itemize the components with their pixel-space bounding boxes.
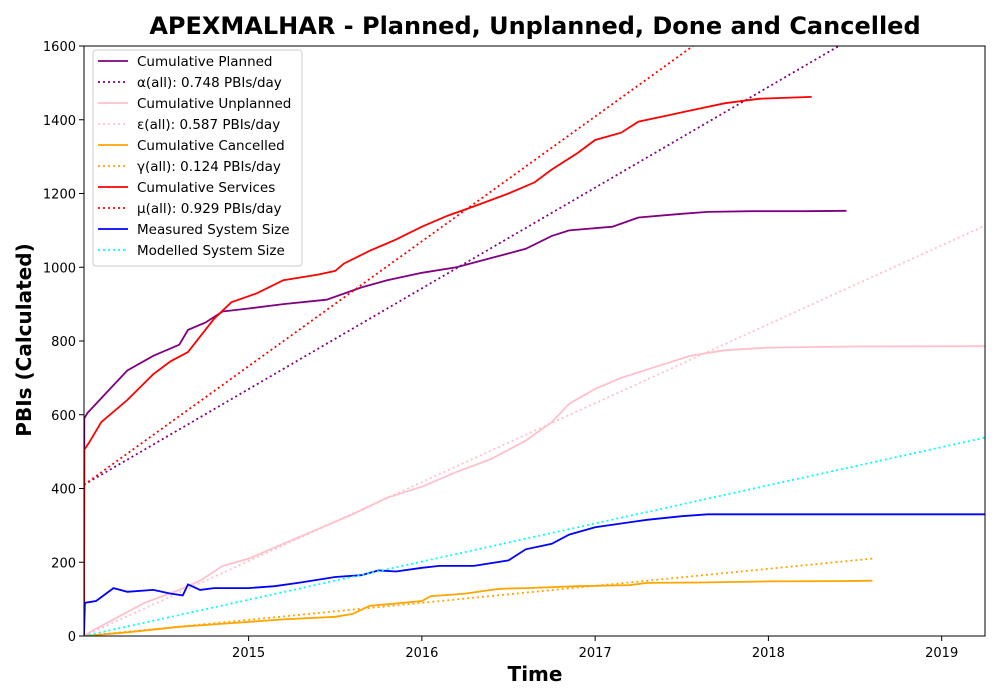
y-tick-label: 400 <box>51 483 76 498</box>
series-line-5 <box>84 579 873 636</box>
series-line-6 <box>84 557 873 636</box>
y-tick-label: 1600 <box>43 40 76 55</box>
x-axis-label: Time <box>508 662 563 686</box>
chart-title: APEXMALHAR - Planned, Unplanned, Done an… <box>149 12 920 40</box>
legend-entry: Cumulative Unplanned <box>137 96 291 112</box>
legend-entry: Cumulative Services <box>137 180 275 196</box>
series-layer <box>84 46 985 636</box>
y-tick-label: 0 <box>68 630 76 645</box>
legend-entry: Cumulative Planned <box>137 54 273 70</box>
series-line-3 <box>84 345 985 636</box>
x-tick-label: 2018 <box>752 646 785 661</box>
legend-entry: Modelled System Size <box>137 243 285 259</box>
series-line-4 <box>84 224 985 636</box>
series-line-2 <box>84 46 841 486</box>
legend-entry: Measured System Size <box>137 222 290 238</box>
y-tick-label: 200 <box>51 556 76 571</box>
legend-entry: α(all): 0.748 PBIs/day <box>137 75 282 91</box>
y-tick-label: 1400 <box>43 114 76 129</box>
legend: Cumulative Planned α(all): 0.748 PBIs/day… <box>92 49 303 267</box>
y-tick-label: 800 <box>51 335 76 350</box>
y-tick-label: 600 <box>51 409 76 424</box>
ticks-layer: 2015 2016 2017 2018 2019 0 200 400 600 800 1000 120… <box>43 40 958 661</box>
legend-entry: ε(all): 0.587 PBIs/day <box>137 117 280 133</box>
x-tick-label: 2017 <box>579 646 612 661</box>
y-tick-label: 1200 <box>43 188 76 203</box>
series-line-9 <box>84 513 985 636</box>
series-line-1 <box>84 209 847 636</box>
legend-entry: μ(all): 0.929 PBIs/day <box>137 201 281 217</box>
x-tick-label: 2019 <box>925 646 958 661</box>
series-line-7 <box>84 96 812 636</box>
legend-entry: γ(all): 0.124 PBIs/day <box>137 159 281 175</box>
x-tick-label: 2015 <box>232 646 265 661</box>
series-line-8 <box>84 46 695 486</box>
legend-box <box>92 49 303 267</box>
y-tick-label: 1000 <box>43 261 76 276</box>
series-line-10 <box>84 436 985 636</box>
legend-entry: Cumulative Cancelled <box>137 138 285 154</box>
x-tick-label: 2016 <box>405 646 438 661</box>
y-axis-label: PBIs (Calculated) <box>12 243 36 436</box>
